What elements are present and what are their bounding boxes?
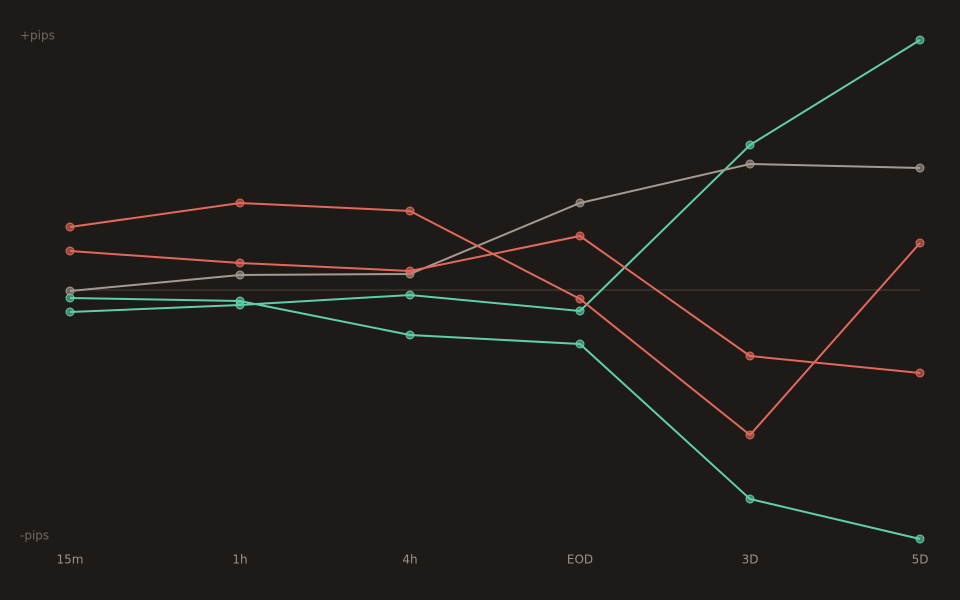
point: [405, 206, 415, 216]
series-line: [69, 234, 921, 374]
point: [915, 238, 925, 248]
point: [65, 222, 75, 232]
point: [235, 270, 245, 280]
point: [575, 231, 585, 241]
point: [745, 494, 755, 504]
x-tick-label: 5D: [912, 553, 929, 567]
point: [745, 351, 755, 361]
point: [235, 198, 245, 208]
point: [235, 300, 245, 310]
point: [915, 534, 925, 544]
point: [575, 339, 585, 349]
y-label-top: +pips: [20, 29, 55, 43]
point: [65, 307, 75, 317]
x-tick-label: 1h: [232, 553, 247, 567]
point: [65, 286, 75, 296]
point: [405, 330, 415, 340]
point: [915, 368, 925, 378]
x-tick-label: 3D: [742, 553, 759, 567]
point: [575, 198, 585, 208]
point: [915, 163, 925, 173]
point: [235, 258, 245, 268]
point: [575, 294, 585, 304]
point: [575, 306, 585, 316]
point: [915, 35, 925, 45]
x-tick-label: 15m: [57, 553, 84, 567]
series-line: [69, 39, 921, 313]
series-line: [69, 162, 921, 292]
x-tick-label: EOD: [567, 553, 593, 567]
point: [65, 246, 75, 256]
series-line: [69, 201, 921, 437]
series-line: [69, 297, 921, 540]
point: [405, 266, 415, 276]
point: [745, 140, 755, 150]
point: [745, 430, 755, 440]
point: [745, 159, 755, 169]
point: [405, 290, 415, 300]
x-tick-label: 4h: [402, 553, 417, 567]
y-label-bottom: -pips: [20, 529, 49, 543]
